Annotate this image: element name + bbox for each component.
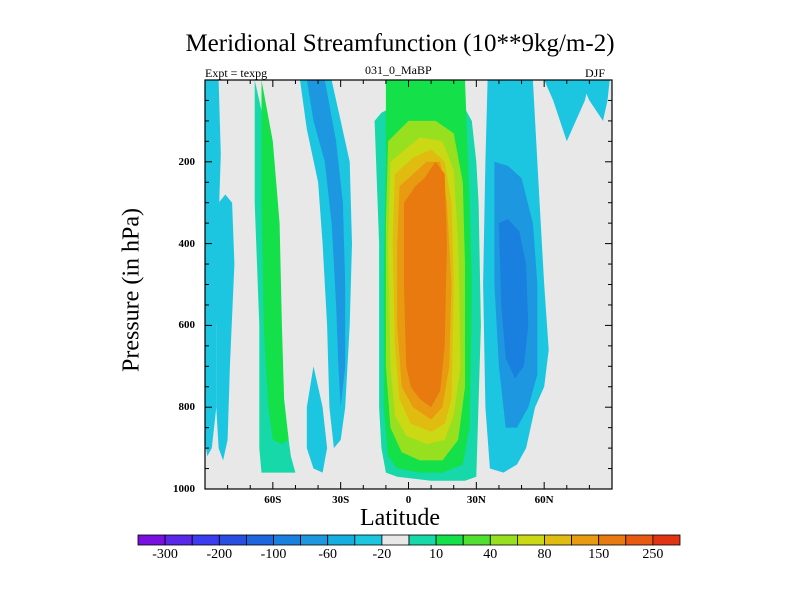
colorbar-label: 40 — [483, 547, 498, 562]
colorbar-box — [137, 534, 166, 546]
colorbar-label: -20 — [372, 547, 392, 562]
y-tick-label: 800 — [178, 401, 196, 414]
colorbar-box — [273, 534, 302, 546]
colorbar-label: 250 — [642, 547, 664, 562]
y-tick-label: 1000 — [173, 483, 195, 495]
south-west-cell — [205, 80, 221, 457]
contour-fills — [205, 80, 610, 481]
right-label: DJF — [585, 66, 606, 80]
colorbar-box — [164, 534, 193, 546]
colorbar-box — [218, 534, 247, 546]
northern-ferrel-core — [498, 219, 529, 379]
colorbar-label: -60 — [318, 547, 338, 562]
y-tick-label: 200 — [178, 155, 196, 168]
colorbar-box — [598, 534, 627, 546]
colorbar-box — [354, 534, 383, 546]
colorbar-box — [408, 534, 437, 546]
colorbar-box — [571, 534, 600, 546]
tropical-cell-core — [404, 161, 447, 408]
colorbar-box — [245, 534, 274, 546]
colorbar-box — [462, 534, 491, 546]
colorbar-label: 10 — [429, 547, 444, 562]
colorbar-box — [435, 534, 464, 546]
southern-hadley-inner — [261, 80, 289, 444]
x-tick-label: 0 — [405, 494, 412, 506]
colorbar-box — [652, 534, 681, 546]
southern-ferrel-transition — [306, 366, 328, 473]
x-axis-label: Latitude — [360, 505, 440, 531]
colorbar-box — [381, 534, 410, 546]
south-cell-30s-inner — [306, 80, 346, 408]
colorbar-box — [625, 534, 654, 546]
colorbar-box — [300, 534, 329, 546]
x-tick-label: 30S — [332, 494, 350, 506]
colorbar-label: 150 — [588, 547, 610, 562]
x-tick-label: 60S — [264, 494, 282, 506]
y-tick-label: 600 — [178, 319, 196, 332]
colorbar-box — [544, 534, 573, 546]
colorbar-box — [489, 534, 518, 546]
colorbar-label: -100 — [260, 547, 287, 562]
x-tick-label: 30N — [466, 494, 486, 506]
colorbar-box — [327, 534, 356, 546]
colorbar-label: 80 — [537, 547, 552, 562]
colorbar-label: -300 — [152, 547, 178, 562]
polar-cell-north-2 — [580, 80, 610, 121]
colorbar-label: -200 — [206, 547, 233, 562]
colorbar-box — [191, 534, 220, 546]
colorbar — [137, 534, 681, 546]
y-tick-label: 400 — [178, 237, 196, 250]
center-label: 031_0_MaBP — [365, 63, 432, 77]
chart-title: Meridional Streamfunction (10**9kg/m-2) — [185, 30, 615, 57]
left-label: Expt = texpg — [205, 66, 268, 80]
colorbar-box — [517, 534, 545, 546]
x-tick-label: 60N — [534, 494, 554, 506]
polar-cell-north — [544, 80, 590, 142]
